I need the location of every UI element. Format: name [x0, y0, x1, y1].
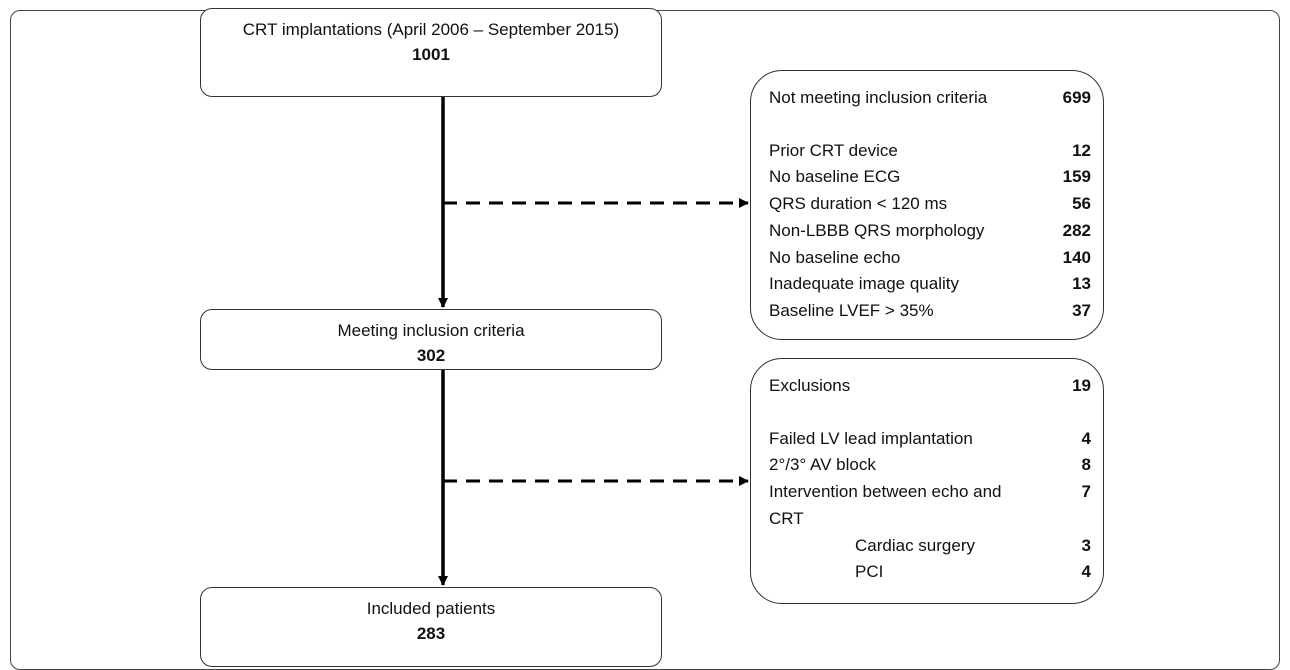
- item-count: 7: [1081, 482, 1091, 502]
- process-box: Included patients 283: [200, 587, 662, 667]
- exclusion-item: 2°/3° AV block 8: [769, 452, 1091, 479]
- item-label: Prior CRT device: [769, 140, 898, 160]
- header-label: Not meeting inclusion criteria: [769, 88, 988, 107]
- item-count: 13: [1072, 274, 1091, 294]
- exclusion-box: Exclusions 19 Failed LV lead implantation 4…: [750, 358, 1104, 604]
- exclusion-item: Non-LBBB QRS morphology 282: [769, 218, 1091, 245]
- exclusion-item: QRS duration < 120 ms 56: [769, 191, 1091, 218]
- process-box: Meeting inclusion criteria 302: [200, 309, 662, 370]
- box-count: 283: [416, 624, 446, 643]
- exclusion-item: No baseline ECG 159: [769, 164, 1091, 191]
- item-count: 37: [1072, 300, 1091, 320]
- header-count: 699: [1062, 88, 1091, 107]
- box-label: Included patients: [366, 599, 496, 618]
- box-label: Meeting inclusion criteria: [337, 321, 525, 340]
- item-count: 4: [1081, 562, 1091, 582]
- item-label: Inadequate image quality: [769, 274, 959, 294]
- item-label: Baseline LVEF > 35%: [769, 300, 934, 320]
- item-count: 8: [1081, 455, 1091, 475]
- item-label: Cardiac surgery: [855, 535, 975, 555]
- exclusion-item: Intervention between echo and CRT 7: [769, 479, 1091, 532]
- item-count: 12: [1072, 140, 1091, 160]
- exclusion-item: PCI 4: [769, 559, 1091, 586]
- exclusion-header: Not meeting inclusion criteria 699: [769, 85, 1091, 112]
- item-label: No baseline echo: [769, 247, 901, 267]
- header-count: 19: [1072, 376, 1091, 395]
- item-count: 140: [1062, 247, 1091, 267]
- box-count: 302: [416, 346, 446, 365]
- exclusion-box: Not meeting inclusion criteria 699 Prior C…: [750, 70, 1104, 340]
- item-label: Failed LV lead implantation: [769, 428, 973, 448]
- box-label: CRT implantations (April 2006 – Septembe…: [242, 20, 620, 39]
- item-count: 159: [1062, 167, 1091, 187]
- item-label: 2°/3° AV block: [769, 455, 876, 475]
- exclusion-header: Exclusions 19: [769, 373, 1091, 400]
- exclusion-item: Cardiac surgery 3: [769, 533, 1091, 560]
- item-label: PCI: [855, 562, 884, 582]
- header-label: Exclusions: [769, 376, 851, 395]
- exclusion-item: No baseline echo 140: [769, 245, 1091, 272]
- box-count: 1001: [412, 45, 450, 64]
- connectors: [438, 97, 749, 586]
- item-label: Non-LBBB QRS morphology: [769, 220, 985, 240]
- exclusion-item: Baseline LVEF > 35% 37: [769, 298, 1091, 325]
- item-count: 56: [1072, 194, 1091, 214]
- exclusion-item: Inadequate image quality 13: [769, 271, 1091, 298]
- item-count: 282: [1062, 220, 1091, 240]
- item-count: 3: [1081, 535, 1091, 555]
- item-label: Intervention between echo and CRT: [769, 482, 1002, 528]
- item-count: 4: [1081, 428, 1091, 448]
- exclusion-item: Failed LV lead implantation 4: [769, 426, 1091, 453]
- item-label: QRS duration < 120 ms: [769, 194, 948, 214]
- item-label: No baseline ECG: [769, 167, 901, 187]
- process-box: CRT implantations (April 2006 – Septembe…: [200, 8, 662, 97]
- exclusion-item: Prior CRT device 12: [769, 138, 1091, 165]
